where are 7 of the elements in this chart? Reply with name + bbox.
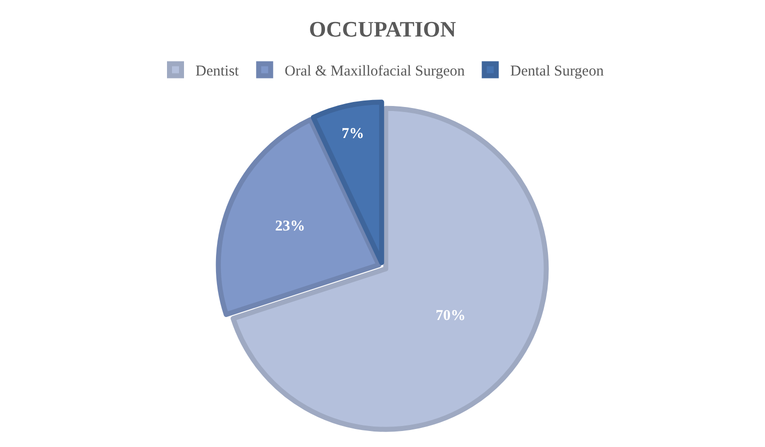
data-label: 70% <box>436 308 466 324</box>
data-label: 7% <box>342 126 364 142</box>
legend-label: Dental Surgeon <box>510 64 604 80</box>
legend-label: Dentist <box>196 64 240 80</box>
chart-title: OCCUPATION <box>308 16 456 42</box>
data-label: 23% <box>275 218 306 235</box>
legend-label: Oral & Maxillofacial Surgeon <box>284 64 466 80</box>
